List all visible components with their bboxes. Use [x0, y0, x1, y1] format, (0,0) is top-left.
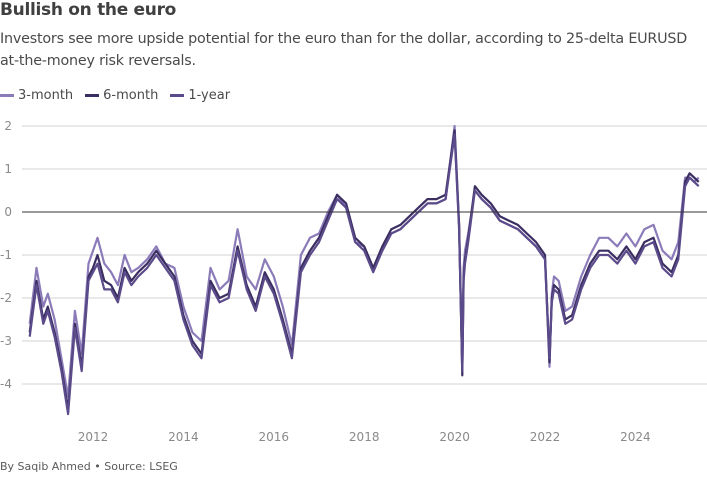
legend-label-6-month: 6-month	[103, 88, 159, 103]
x-tick-label: 2016	[259, 430, 290, 444]
x-tick-label: 2022	[530, 430, 561, 444]
series-line-1-year	[28, 133, 700, 416]
x-tick-label: 2024	[620, 430, 651, 444]
legend-label-1-year: 1-year	[188, 88, 231, 103]
legend-swatch-3-month	[0, 94, 14, 97]
y-tick-label: 2	[4, 119, 12, 133]
series-line-3-month	[28, 124, 700, 398]
x-axis-labels: 2012 2014 2016 2018 2020 2022 2024	[78, 430, 651, 444]
chart-plot: 2 1 0 -1 -2 -3 -4 2012 2014 2016 2018 2020 2022 2024	[0, 119, 707, 444]
x-tick-label: 2014	[168, 430, 199, 444]
chart-subtitle: Investors see more upside potential for …	[0, 31, 688, 69]
y-tick-label: 0	[4, 205, 12, 219]
chart-footer: By Saqib Ahmed • Source: LSEG	[0, 460, 178, 473]
legend-item-3-month: 3-month	[0, 88, 73, 103]
x-tick-label: 2012	[78, 430, 109, 444]
y-tick-label: -3	[0, 334, 12, 348]
chart-title: Bullish on the euro	[0, 0, 177, 20]
series-lines	[28, 124, 700, 416]
legend-item-6-month: 6-month	[85, 88, 158, 103]
y-tick-label: 1	[4, 162, 12, 176]
y-tick-label: -2	[0, 291, 12, 305]
legend-item-1-year: 1-year	[170, 88, 230, 103]
legend: 3-month 6-month 1-year	[0, 88, 230, 103]
y-tick-label: -1	[0, 248, 12, 262]
x-tick-label: 2018	[349, 430, 380, 444]
legend-swatch-6-month	[85, 94, 100, 97]
gridlines	[22, 125, 707, 385]
legend-label-3-month: 3-month	[18, 88, 74, 103]
y-tick-label: -4	[0, 377, 12, 391]
legend-swatch-1-year	[170, 94, 185, 97]
y-axis-labels: 2 1 0 -1 -2 -3 -4	[0, 119, 12, 391]
x-tick-label: 2020	[439, 430, 470, 444]
